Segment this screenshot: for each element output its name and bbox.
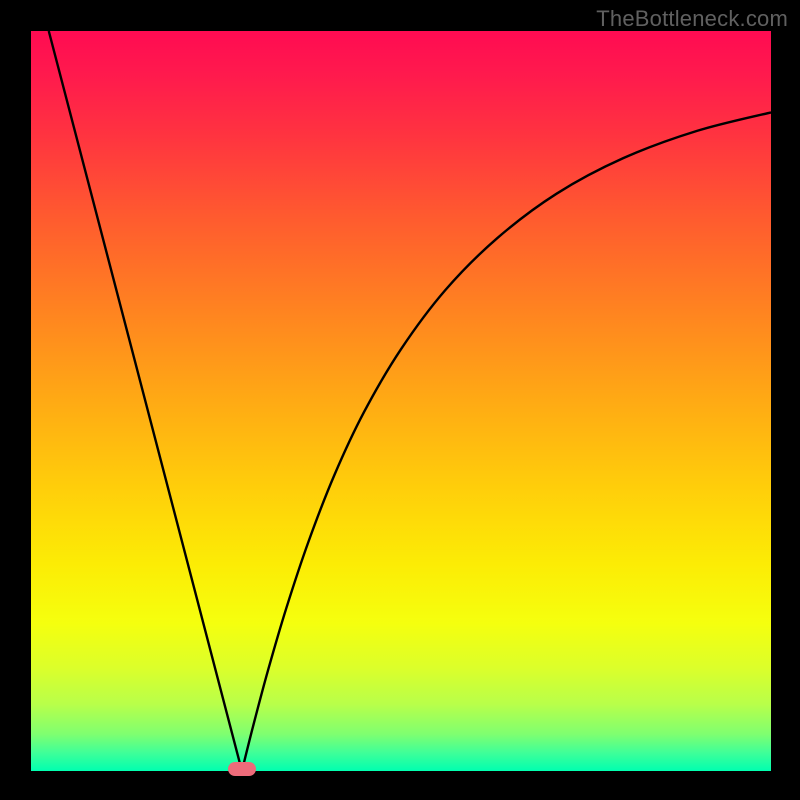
bottleneck-curve [49,31,771,771]
valley-marker [228,762,256,776]
curve-layer [31,31,771,771]
chart-canvas: TheBottleneck.com [0,0,800,800]
plot-frame [31,31,771,771]
watermark-text: TheBottleneck.com [596,6,788,32]
